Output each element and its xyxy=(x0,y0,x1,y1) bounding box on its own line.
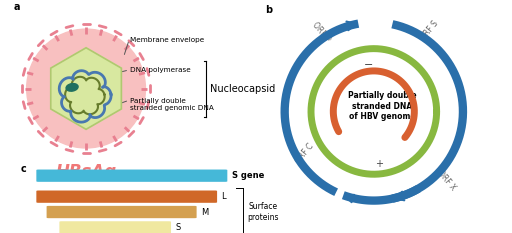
Text: c: c xyxy=(20,164,26,175)
Text: −: − xyxy=(364,60,373,70)
Text: S gene: S gene xyxy=(231,171,264,180)
Text: ORF C: ORF C xyxy=(294,142,316,166)
FancyBboxPatch shape xyxy=(47,206,197,218)
Text: L: L xyxy=(221,192,226,201)
FancyBboxPatch shape xyxy=(36,191,217,203)
Text: ORF S: ORF S xyxy=(419,19,440,42)
Polygon shape xyxy=(51,48,121,129)
Text: ORF P: ORF P xyxy=(310,21,332,44)
Text: b: b xyxy=(265,5,272,15)
Text: M: M xyxy=(201,208,208,216)
Text: S: S xyxy=(175,223,181,232)
Text: DNA polymerase: DNA polymerase xyxy=(131,67,191,73)
Text: Nucleocapsid: Nucleocapsid xyxy=(209,84,275,93)
Ellipse shape xyxy=(66,84,78,91)
Text: +: + xyxy=(375,159,383,169)
Text: Surface
proteins: Surface proteins xyxy=(247,202,279,222)
Text: a: a xyxy=(14,2,20,12)
FancyBboxPatch shape xyxy=(59,221,171,233)
Text: Membrane envelope: Membrane envelope xyxy=(131,37,205,43)
FancyBboxPatch shape xyxy=(36,170,227,182)
Text: HBsAg: HBsAg xyxy=(55,163,117,182)
Text: Partially double
stranded DNA
of HBV genome: Partially double stranded DNA of HBV gen… xyxy=(348,92,416,121)
Text: Partially double
stranded genomic DNA: Partially double stranded genomic DNA xyxy=(131,98,214,111)
Text: ORF X: ORF X xyxy=(436,168,458,192)
Circle shape xyxy=(27,29,145,148)
